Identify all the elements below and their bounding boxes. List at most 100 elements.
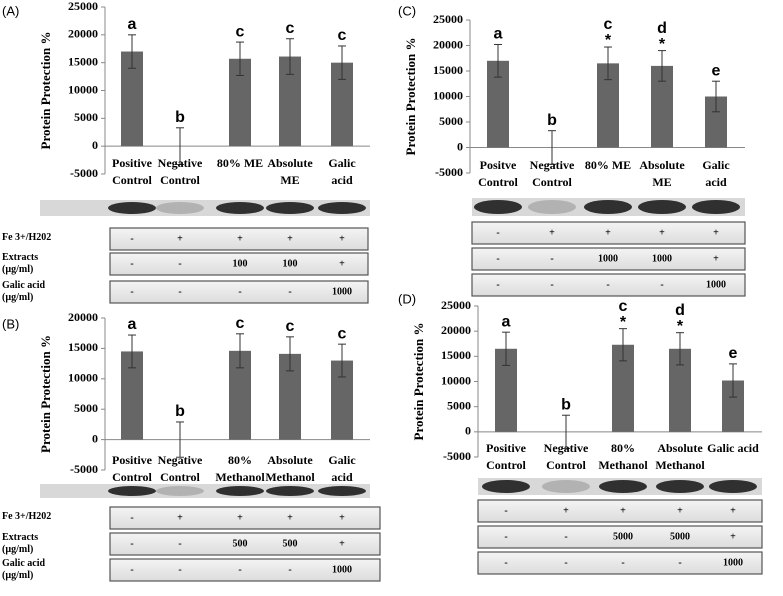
- blot-band: [584, 200, 632, 214]
- y-tick-label: 15000: [441, 348, 471, 362]
- table-cell: -: [130, 538, 133, 549]
- x-tick-label: Positve Control: [478, 158, 518, 189]
- y-tick-label: 20000: [68, 27, 98, 41]
- table-cell: +: [237, 233, 243, 244]
- blot-band: [692, 200, 740, 214]
- bar: [331, 360, 353, 440]
- y-tick-label: 0: [457, 139, 463, 153]
- y-tick-label: 5000: [439, 114, 463, 128]
- bar: [229, 58, 251, 147]
- panel-label: (C): [398, 3, 416, 18]
- y-tick-label: 10000: [433, 88, 463, 102]
- y-tick-label: 25000: [68, 0, 98, 13]
- x-tick-label: Negative Control: [543, 441, 589, 472]
- y-axis-label: Protein Protection %: [38, 335, 53, 453]
- blot-band: [656, 480, 704, 493]
- x-tick-label: 80% Methanol: [215, 453, 265, 484]
- table-cell: +: [339, 512, 345, 523]
- significance-letter: a: [128, 16, 137, 33]
- table-cell: 5000: [670, 531, 690, 542]
- blot-band: [528, 200, 576, 214]
- table-cell: -: [178, 538, 181, 549]
- table-cell: -: [178, 258, 181, 269]
- table-cell: 1000: [332, 564, 352, 575]
- y-tick-label: -5000: [70, 462, 98, 476]
- y-tick-label: 15000: [68, 54, 98, 68]
- y-tick-label: 0: [92, 431, 98, 445]
- x-tick-label: Galic acid: [707, 441, 759, 455]
- table-row: [477, 499, 763, 523]
- bar: [722, 380, 744, 432]
- significance-letter: c: [286, 20, 295, 37]
- table-cell: -: [496, 253, 499, 264]
- x-tick-label: Absolute ME: [639, 158, 685, 189]
- blot-band: [108, 202, 156, 214]
- significance-letter: d: [675, 302, 685, 319]
- y-tick-label: 10000: [68, 82, 98, 96]
- significance-letter: a: [494, 26, 503, 43]
- significance-letter: e: [712, 62, 721, 79]
- table-cell: -: [496, 279, 499, 290]
- y-tick-label: 20000: [441, 323, 471, 337]
- significance-letter: d: [657, 20, 667, 37]
- bar: [279, 56, 301, 147]
- row-label: Galic acid (µg/ml): [2, 558, 46, 581]
- significance-letter: c: [286, 318, 295, 335]
- x-tick-label: Absolute Methanol: [265, 453, 315, 484]
- table-cell: 1000: [652, 253, 672, 264]
- significance-letter: b: [175, 109, 185, 126]
- significance-letter: b: [175, 403, 185, 420]
- y-tick-label: -5000: [70, 166, 98, 180]
- table-cell: -: [238, 564, 241, 575]
- table-cell: +: [237, 512, 243, 523]
- significance-letter: c: [338, 27, 347, 44]
- x-tick-label: Positive Control: [486, 441, 526, 472]
- table-cell: 1000: [706, 279, 726, 290]
- table-cell: +: [677, 505, 683, 516]
- blot-band: [156, 202, 204, 214]
- blot-band: [216, 486, 264, 496]
- y-tick-label: 20000: [68, 310, 98, 324]
- significance-letter: c: [619, 298, 628, 315]
- y-tick-label: 5000: [74, 110, 98, 124]
- table-cell: -: [178, 564, 181, 575]
- x-tick-label: Negative Control: [157, 156, 203, 187]
- table-cell: 1000: [723, 557, 743, 568]
- x-tick-label: Absolute ME: [267, 156, 313, 187]
- significance-star: *: [659, 36, 666, 53]
- blot-band: [638, 200, 686, 214]
- table-cell: 1000: [598, 253, 618, 264]
- table-row: [477, 551, 763, 575]
- table-cell: -: [504, 531, 507, 542]
- table-cell: -: [678, 557, 681, 568]
- table-cell: -: [606, 279, 609, 290]
- significance-letter: c: [236, 315, 245, 332]
- table-cell: +: [713, 253, 719, 264]
- table-cell: +: [549, 227, 555, 238]
- panel-label: (A): [2, 3, 19, 18]
- blot-band: [266, 202, 314, 214]
- table-cell: +: [177, 512, 183, 523]
- bar: [495, 348, 517, 432]
- x-tick-label: 80% ME: [216, 156, 264, 170]
- table-cell: +: [339, 538, 345, 549]
- blot-band: [108, 486, 156, 496]
- table-cell: +: [177, 233, 183, 244]
- table-cell: -: [550, 253, 553, 264]
- row-label: Extracts (µg/ml): [2, 252, 39, 275]
- blot-band: [599, 480, 647, 493]
- significance-letter: b: [547, 112, 557, 129]
- table-cell: +: [605, 227, 611, 238]
- y-tick-label: 25000: [433, 12, 463, 26]
- table-cell: -: [130, 512, 133, 523]
- bar: [121, 351, 143, 440]
- x-tick-label: Galic acid: [328, 156, 356, 187]
- row-label: Fe 3+/H202: [2, 511, 52, 522]
- bar: [612, 344, 634, 432]
- table-cell: -: [550, 279, 553, 290]
- significance-letter: c: [236, 23, 245, 40]
- table-cell: 100: [283, 258, 298, 269]
- bar: [121, 51, 143, 147]
- x-tick-label: 80% Methanol: [598, 441, 648, 472]
- table-cell: -: [504, 505, 507, 516]
